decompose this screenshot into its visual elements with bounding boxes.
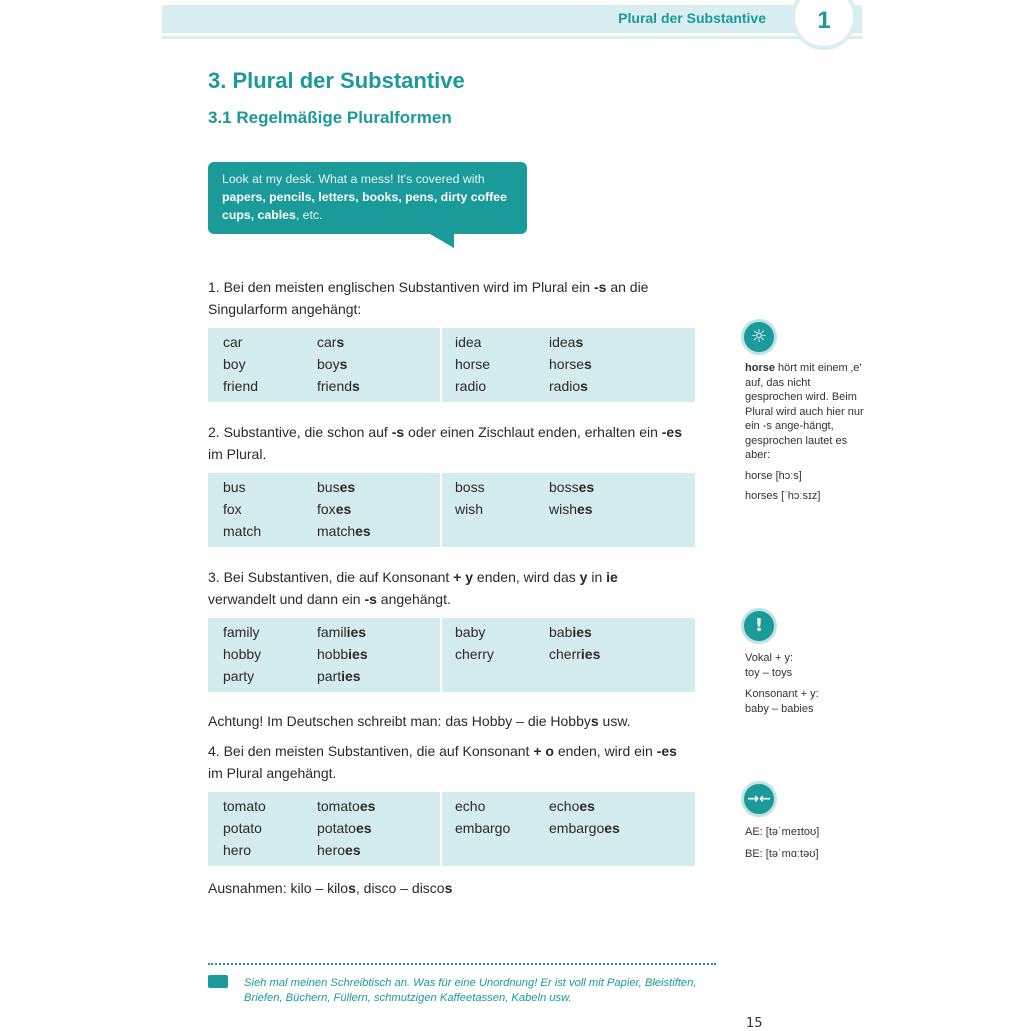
- table-row: boy boys horse horses: [208, 354, 695, 376]
- table-2: bus buses boss bosses fox foxes wish wishes matc…: [208, 473, 695, 547]
- table-cell: radio: [455, 378, 487, 394]
- arrows-inward-icon: →←: [741, 781, 777, 817]
- translation: Sieh mal meinen Schreibtisch an. Was für…: [244, 977, 697, 1004]
- table-row: party parties: [208, 666, 695, 688]
- table-row: hobby hobbies cherry cherries: [208, 644, 695, 666]
- table-row: potato potatoes embargo embargoes: [208, 818, 695, 840]
- rule-1: 1. Bei den meisten englischen Substantiv…: [208, 279, 649, 317]
- tip-line: horse [hɔːs]: [745, 469, 802, 482]
- table-cell: families: [317, 624, 367, 640]
- table-cell: boss: [455, 479, 485, 495]
- exceptions: Ausnahmen: kilo – kilos, disco – discos: [208, 880, 453, 896]
- table-cell: boys: [317, 356, 348, 372]
- table-cell: wish: [455, 501, 484, 517]
- table-cell: tomatoes: [317, 798, 376, 814]
- table-cell: baby: [455, 624, 486, 640]
- table-cell: wishes: [549, 501, 593, 517]
- table-row: match matches: [208, 521, 695, 543]
- tip-line: horses [ˈhɔːsɪz]: [745, 490, 821, 502]
- table-cell: friends: [317, 378, 360, 394]
- table-cell: cars: [317, 334, 345, 350]
- table-cell: foxes: [317, 501, 352, 517]
- table-cell: tomato: [223, 798, 266, 814]
- table-cell: embargoes: [549, 820, 620, 836]
- pronunciation-note: AE: [təˈmeɪtoʊ] BE: [təˈmɑːtəʊ]: [745, 826, 820, 860]
- rule-3: 3. Bei Substantiven, die auf Konsonant +…: [208, 569, 618, 607]
- table-cell: embargo: [455, 820, 511, 836]
- table-row: car cars idea ideas: [208, 332, 695, 354]
- lightbulb-icon: ☼: [741, 319, 777, 355]
- table-row: hero heroes: [208, 840, 695, 862]
- table-cell: boy: [223, 356, 246, 372]
- table-cell: hobby: [223, 646, 262, 662]
- table-cell: radios: [549, 378, 588, 394]
- table-cell: hero: [223, 842, 252, 858]
- header-bar: [162, 5, 862, 33]
- table-row: family families baby babies: [208, 622, 695, 644]
- exclamation-icon: !: [741, 608, 777, 644]
- bubble-bold: papers, pencils, letters, books, pens, d…: [222, 190, 507, 222]
- table-cell: babies: [549, 624, 592, 640]
- table-cell: cherry: [455, 646, 494, 662]
- table-cell: family: [223, 624, 260, 640]
- table-cell: party: [223, 668, 255, 684]
- table-cell: potato: [223, 820, 262, 836]
- speech-icon: [208, 975, 228, 988]
- running-title: Plural der Substantive: [618, 10, 766, 26]
- table-cell: bus: [223, 479, 246, 495]
- tip-note: horse hört mit einem ‚e' auf, das nicht …: [745, 362, 864, 502]
- table-cell: heroes: [317, 842, 361, 858]
- speech-bubble: Look at my desk. What a mess! It's cover…: [208, 162, 527, 248]
- chapter-badge: 1: [791, 0, 857, 50]
- table-1: car cars idea ideas boy boys horse horses friend…: [208, 328, 695, 402]
- table-cell: friend: [223, 378, 259, 394]
- table-row: tomato tomatoes echo echoes: [208, 796, 695, 818]
- section-title: 3.1 Regelmäßige Pluralformen: [208, 108, 452, 127]
- table-cell: echoes: [549, 798, 595, 814]
- table-row: bus buses boss bosses: [208, 477, 695, 499]
- table-cell: ideas: [549, 334, 584, 350]
- table-cell: parties: [317, 668, 361, 684]
- table-cell: match: [223, 523, 262, 539]
- table-3: family families baby babies hobby hobbies cher…: [208, 618, 695, 692]
- table-row: fox foxes wish wishes: [208, 499, 695, 521]
- rule-2: 2. Substantive, die schon auf -s oder ei…: [208, 424, 682, 462]
- table-cell: hobbies: [317, 646, 368, 662]
- bubble-text-end: , etc.: [295, 208, 323, 222]
- bubble-text: Look at my desk. What a mess! It's cover…: [222, 172, 485, 186]
- table-cell: bosses: [549, 479, 595, 495]
- page-title: 3. Plural der Substantive: [208, 68, 465, 93]
- table-cell: car: [223, 334, 243, 350]
- table-cell: buses: [317, 479, 356, 495]
- table-cell: horse: [455, 356, 491, 372]
- table-cell: matches: [317, 523, 371, 539]
- table-cell: cherries: [549, 646, 601, 662]
- table-4: tomato tomatoes echo echoes potato potatoes em…: [208, 792, 695, 866]
- table-cell: echo: [455, 798, 486, 814]
- table-cell: horses: [549, 356, 592, 372]
- rule-4: 4. Bei den meisten Substantiven, die auf…: [208, 743, 677, 781]
- table-row: friend friends radio radios: [208, 376, 695, 398]
- table-cell: potatoes: [317, 820, 372, 836]
- table-cell: fox: [223, 501, 242, 517]
- divider: [208, 963, 716, 965]
- table-cell: idea: [455, 334, 482, 350]
- header-rule: [162, 36, 862, 39]
- warning-note: Vokal + y: toy – toys Konsonant + y: baby –…: [745, 652, 819, 715]
- hobby-note: Achtung! Im Deutschen schreibt man: das …: [208, 713, 631, 729]
